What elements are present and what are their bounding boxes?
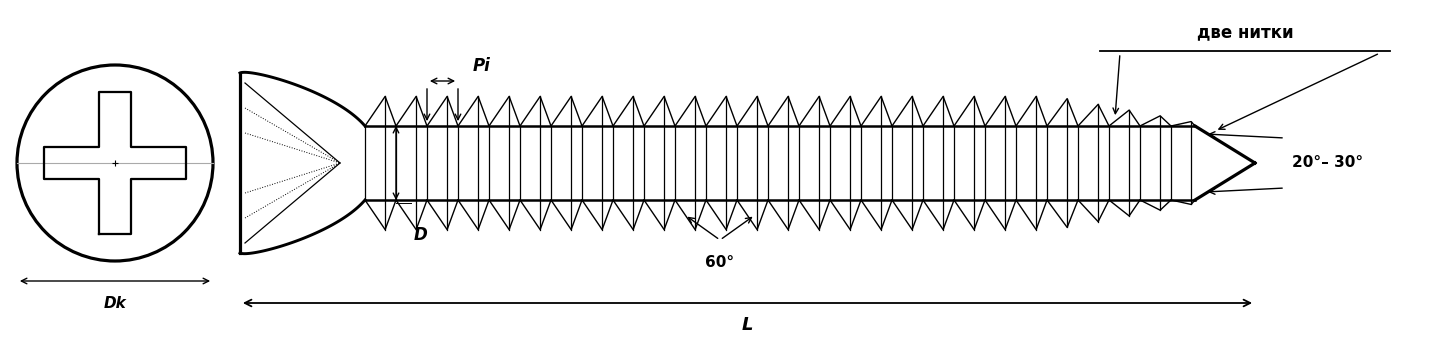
Text: L: L (741, 316, 753, 334)
Text: две нитки: две нитки (1197, 23, 1293, 41)
Text: Pi: Pi (473, 57, 490, 75)
Text: 20°– 30°: 20°– 30° (1291, 156, 1362, 171)
Text: 60°: 60° (705, 255, 734, 270)
Text: D: D (414, 226, 428, 244)
Text: Dk: Dk (103, 296, 126, 311)
